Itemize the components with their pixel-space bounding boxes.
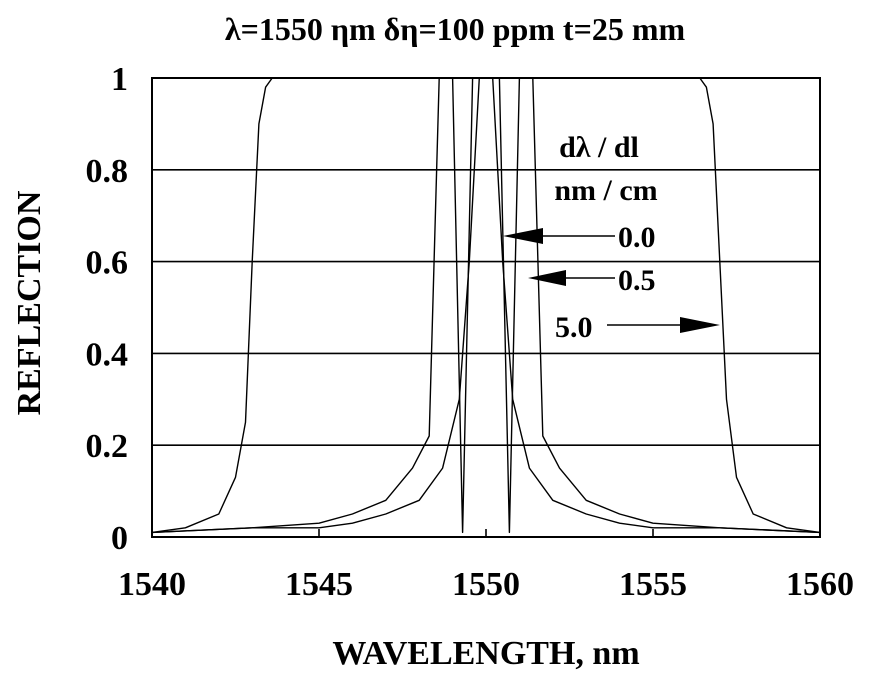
series-line-0-0 [152,78,820,532]
x-tick-label: 1555 [619,566,687,603]
x-tick-label: 1550 [452,566,520,603]
legend-entry-0-0: 0.0 [618,221,656,254]
legend-arrowhead-5-0 [680,317,720,333]
plot-frame [152,78,820,537]
series-line-0-5 [152,78,820,532]
y-axis-label: REFLECTION [11,190,48,415]
y-tick-label: 1 [111,61,128,98]
legend-title-line2: nm / cm [554,174,657,207]
grid-lines [152,170,820,445]
legend-arrowhead-0-0 [503,228,543,244]
x-axis-label: WAVELENGTH, nm [332,635,639,672]
legend-title-line1: dλ / dl [559,131,639,164]
x-tick-label: 1560 [786,566,854,603]
y-tick-label: 0.2 [86,428,129,465]
series-line-5-0 [152,78,820,532]
y-tick-label: 0.8 [86,153,129,190]
legend-entry-0-5: 0.5 [618,264,656,297]
y-tick-label: 0.6 [86,245,129,282]
x-tick-label: 1540 [118,566,186,603]
y-tick-label: 0 [111,520,128,557]
legend-arrowhead-0-5 [528,270,566,286]
chart-title: λ=1550 ηm δη=100 ppm t=25 mm [225,11,686,47]
series-layer [152,78,820,532]
y-tick-label: 0.4 [86,336,129,373]
x-tick-label: 1545 [285,566,353,603]
legend-entry-5-0: 5.0 [555,311,593,344]
